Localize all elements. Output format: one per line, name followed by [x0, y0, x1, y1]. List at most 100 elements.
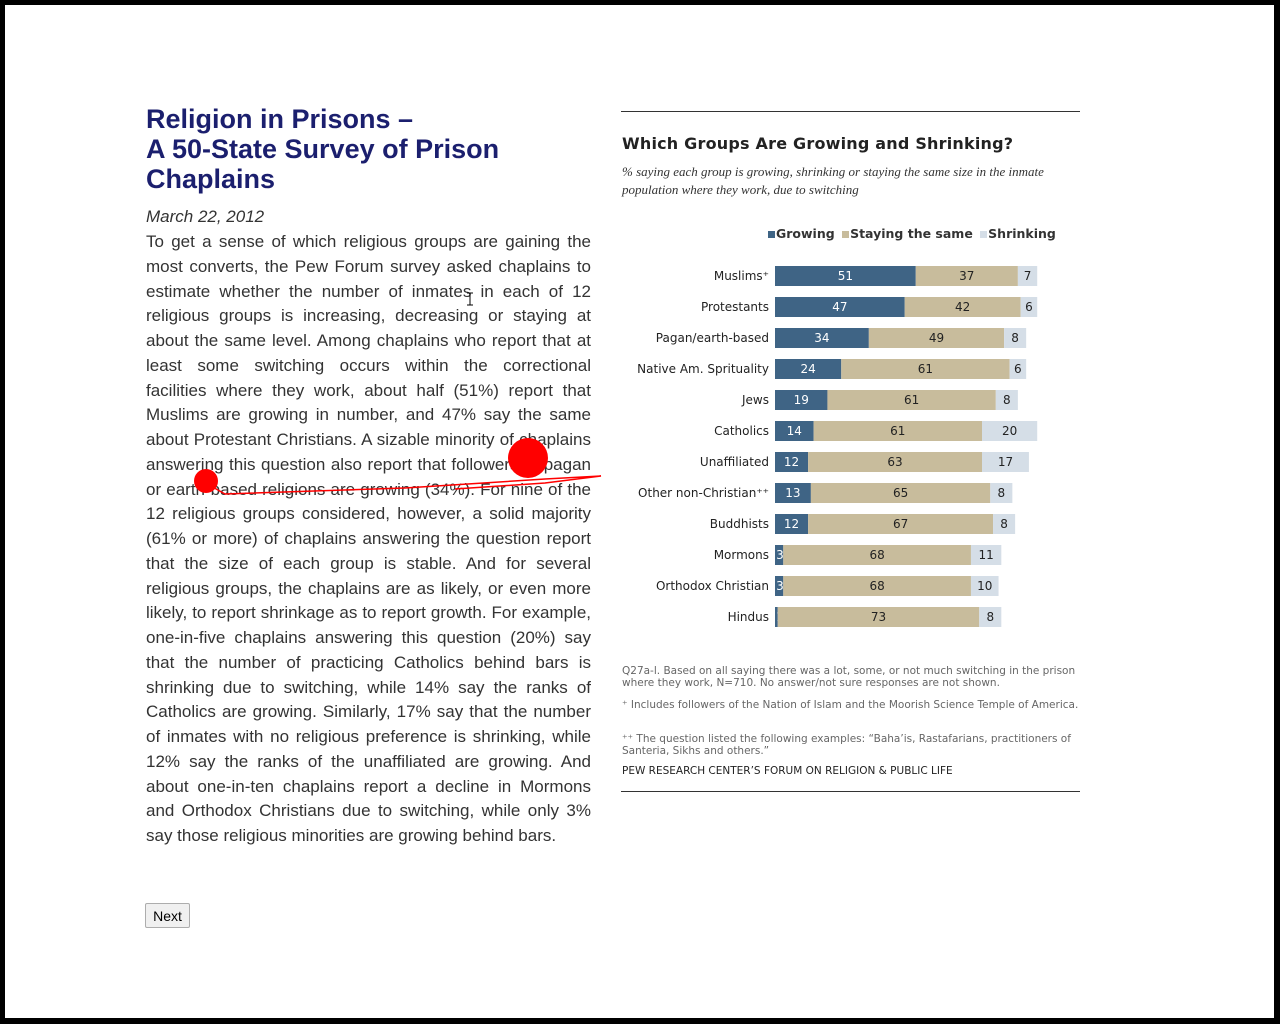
bar-segment-staying: [783, 545, 971, 565]
legend-swatch: [842, 231, 850, 238]
bar-segment-staying: [915, 266, 1018, 286]
page-viewport: Religion in Prisons – A 50-State Survey …: [5, 5, 1274, 1018]
bar-segment-staying: [783, 576, 971, 596]
article-title: Religion in Prisons – A 50-State Survey …: [146, 104, 566, 194]
bar-segment-shrinking: [970, 545, 1002, 565]
data-label: 51: [838, 269, 853, 283]
bar-segment-shrinking: [970, 576, 999, 596]
chart-title: Which Groups Are Growing and Shrinking?: [622, 134, 1014, 153]
bar-segment-staying: [904, 297, 1021, 317]
bar-segment-staying: [841, 359, 1010, 379]
bar-segment-growing: [775, 545, 784, 565]
legend-item-staying: Staying the same: [842, 226, 973, 241]
category-label: Orthodox Christian: [656, 579, 769, 593]
data-label: 63: [887, 455, 902, 469]
legend-label: Shrinking: [988, 226, 1056, 241]
data-label: 34: [814, 331, 829, 345]
data-label: 61: [890, 424, 905, 438]
data-label: 3: [776, 579, 784, 593]
data-label: 8: [1000, 517, 1008, 531]
next-button[interactable]: Next: [145, 903, 190, 928]
bar-segment-growing: [775, 607, 778, 627]
bar-chart: Muslims⁺ 51 37 7 Protestants 47 42 6 Pagan/earth…: [637, 266, 1038, 627]
bar-segment-shrinking: [1004, 328, 1027, 348]
bar-segment-shrinking: [995, 390, 1018, 410]
data-label: 6: [1025, 300, 1033, 314]
legend-swatch: [768, 231, 775, 238]
category-label: Native Am. Sprituality: [637, 362, 769, 376]
category-label: Catholics: [714, 424, 769, 438]
chart-legend: Growing Staying the same Shrinking: [768, 226, 1059, 241]
bar-segment-staying: [808, 452, 982, 472]
data-label: 8: [1003, 393, 1011, 407]
data-label: 6: [1014, 362, 1022, 376]
category-label: Jews: [741, 393, 769, 407]
data-label: 8: [1011, 331, 1019, 345]
data-label: 10: [977, 579, 992, 593]
article-title-line: Chaplains: [146, 164, 276, 194]
bar-segment-growing: [775, 421, 814, 441]
bar-segment-shrinking: [982, 421, 1038, 441]
data-label: 8: [986, 610, 994, 624]
bar-segment-shrinking: [1020, 297, 1038, 317]
chart-panel: Which Groups Are Growing and Shrinking? …: [621, 111, 1081, 793]
data-label: 67: [893, 517, 908, 531]
bar-segment-staying: [827, 390, 996, 410]
bar-segment-growing: [775, 328, 869, 348]
data-label: 7: [1024, 269, 1032, 283]
data-label: 8: [997, 486, 1005, 500]
data-label: 17: [998, 455, 1013, 469]
data-label: 14: [787, 424, 802, 438]
category-label: Muslims⁺: [714, 269, 769, 283]
chart-subtitle: % saying each group is growing, shrinkin…: [622, 164, 1044, 197]
legend-label: Growing: [776, 226, 835, 241]
category-label: Buddhists: [710, 517, 769, 531]
bar-segment-growing: [775, 359, 842, 379]
chart-footnote: ⁺ Includes followers of the Nation of Is…: [622, 699, 1079, 711]
data-label: 47: [832, 300, 847, 314]
top-divider: [621, 111, 1080, 112]
article-title-line: Religion in Prisons –: [146, 104, 414, 134]
category-label: Pagan/earth-based: [656, 331, 769, 345]
data-label: 61: [918, 362, 933, 376]
data-label: 19: [794, 393, 809, 407]
category-label: Hindus: [728, 610, 769, 624]
bar-segment-shrinking: [982, 452, 1029, 472]
article-date: March 22, 2012: [146, 207, 265, 226]
bar-segment-shrinking: [1009, 359, 1027, 379]
bar-segment-shrinking: [993, 514, 1016, 534]
data-label: 73: [871, 610, 886, 624]
data-label: 12: [784, 517, 799, 531]
bar-segment-staying: [813, 421, 982, 441]
data-label: 49: [929, 331, 944, 345]
legend-item-shrinking: Shrinking: [980, 226, 1056, 241]
chart-note: Q27a-l. Based on all saying there was a …: [622, 665, 1076, 689]
bottom-divider: [621, 791, 1080, 792]
bar-segment-shrinking: [1017, 266, 1038, 286]
bar-segment-shrinking: [990, 483, 1013, 503]
chart-source: PEW RESEARCH CENTER’S FORUM ON RELIGION …: [622, 765, 953, 777]
bar-segment-growing: [775, 297, 905, 317]
bar-segment-shrinking: [979, 607, 1002, 627]
data-label: 20: [1002, 424, 1017, 438]
data-label: 11: [978, 548, 993, 562]
data-label: 68: [869, 579, 884, 593]
data-label: 61: [904, 393, 919, 407]
legend-item-growing: Growing: [768, 226, 835, 241]
bar-segment-growing: [775, 576, 784, 596]
legend-swatch: [980, 231, 988, 238]
bar-segment-growing: [775, 452, 809, 472]
data-label: 37: [959, 269, 974, 283]
bar-segment-staying: [810, 483, 991, 503]
bar-segment-growing: [775, 266, 916, 286]
legend-label: Staying the same: [850, 226, 973, 241]
bar-segment-growing: [775, 514, 809, 534]
data-label: 24: [800, 362, 815, 376]
bar-segment-staying: [808, 514, 994, 534]
category-label: Mormons: [714, 548, 769, 562]
data-label: 65: [893, 486, 908, 500]
category-label: Unaffiliated: [700, 455, 769, 469]
bar-segment-growing: [775, 483, 811, 503]
bar-segment-growing: [775, 390, 828, 410]
data-label: 12: [784, 455, 799, 469]
